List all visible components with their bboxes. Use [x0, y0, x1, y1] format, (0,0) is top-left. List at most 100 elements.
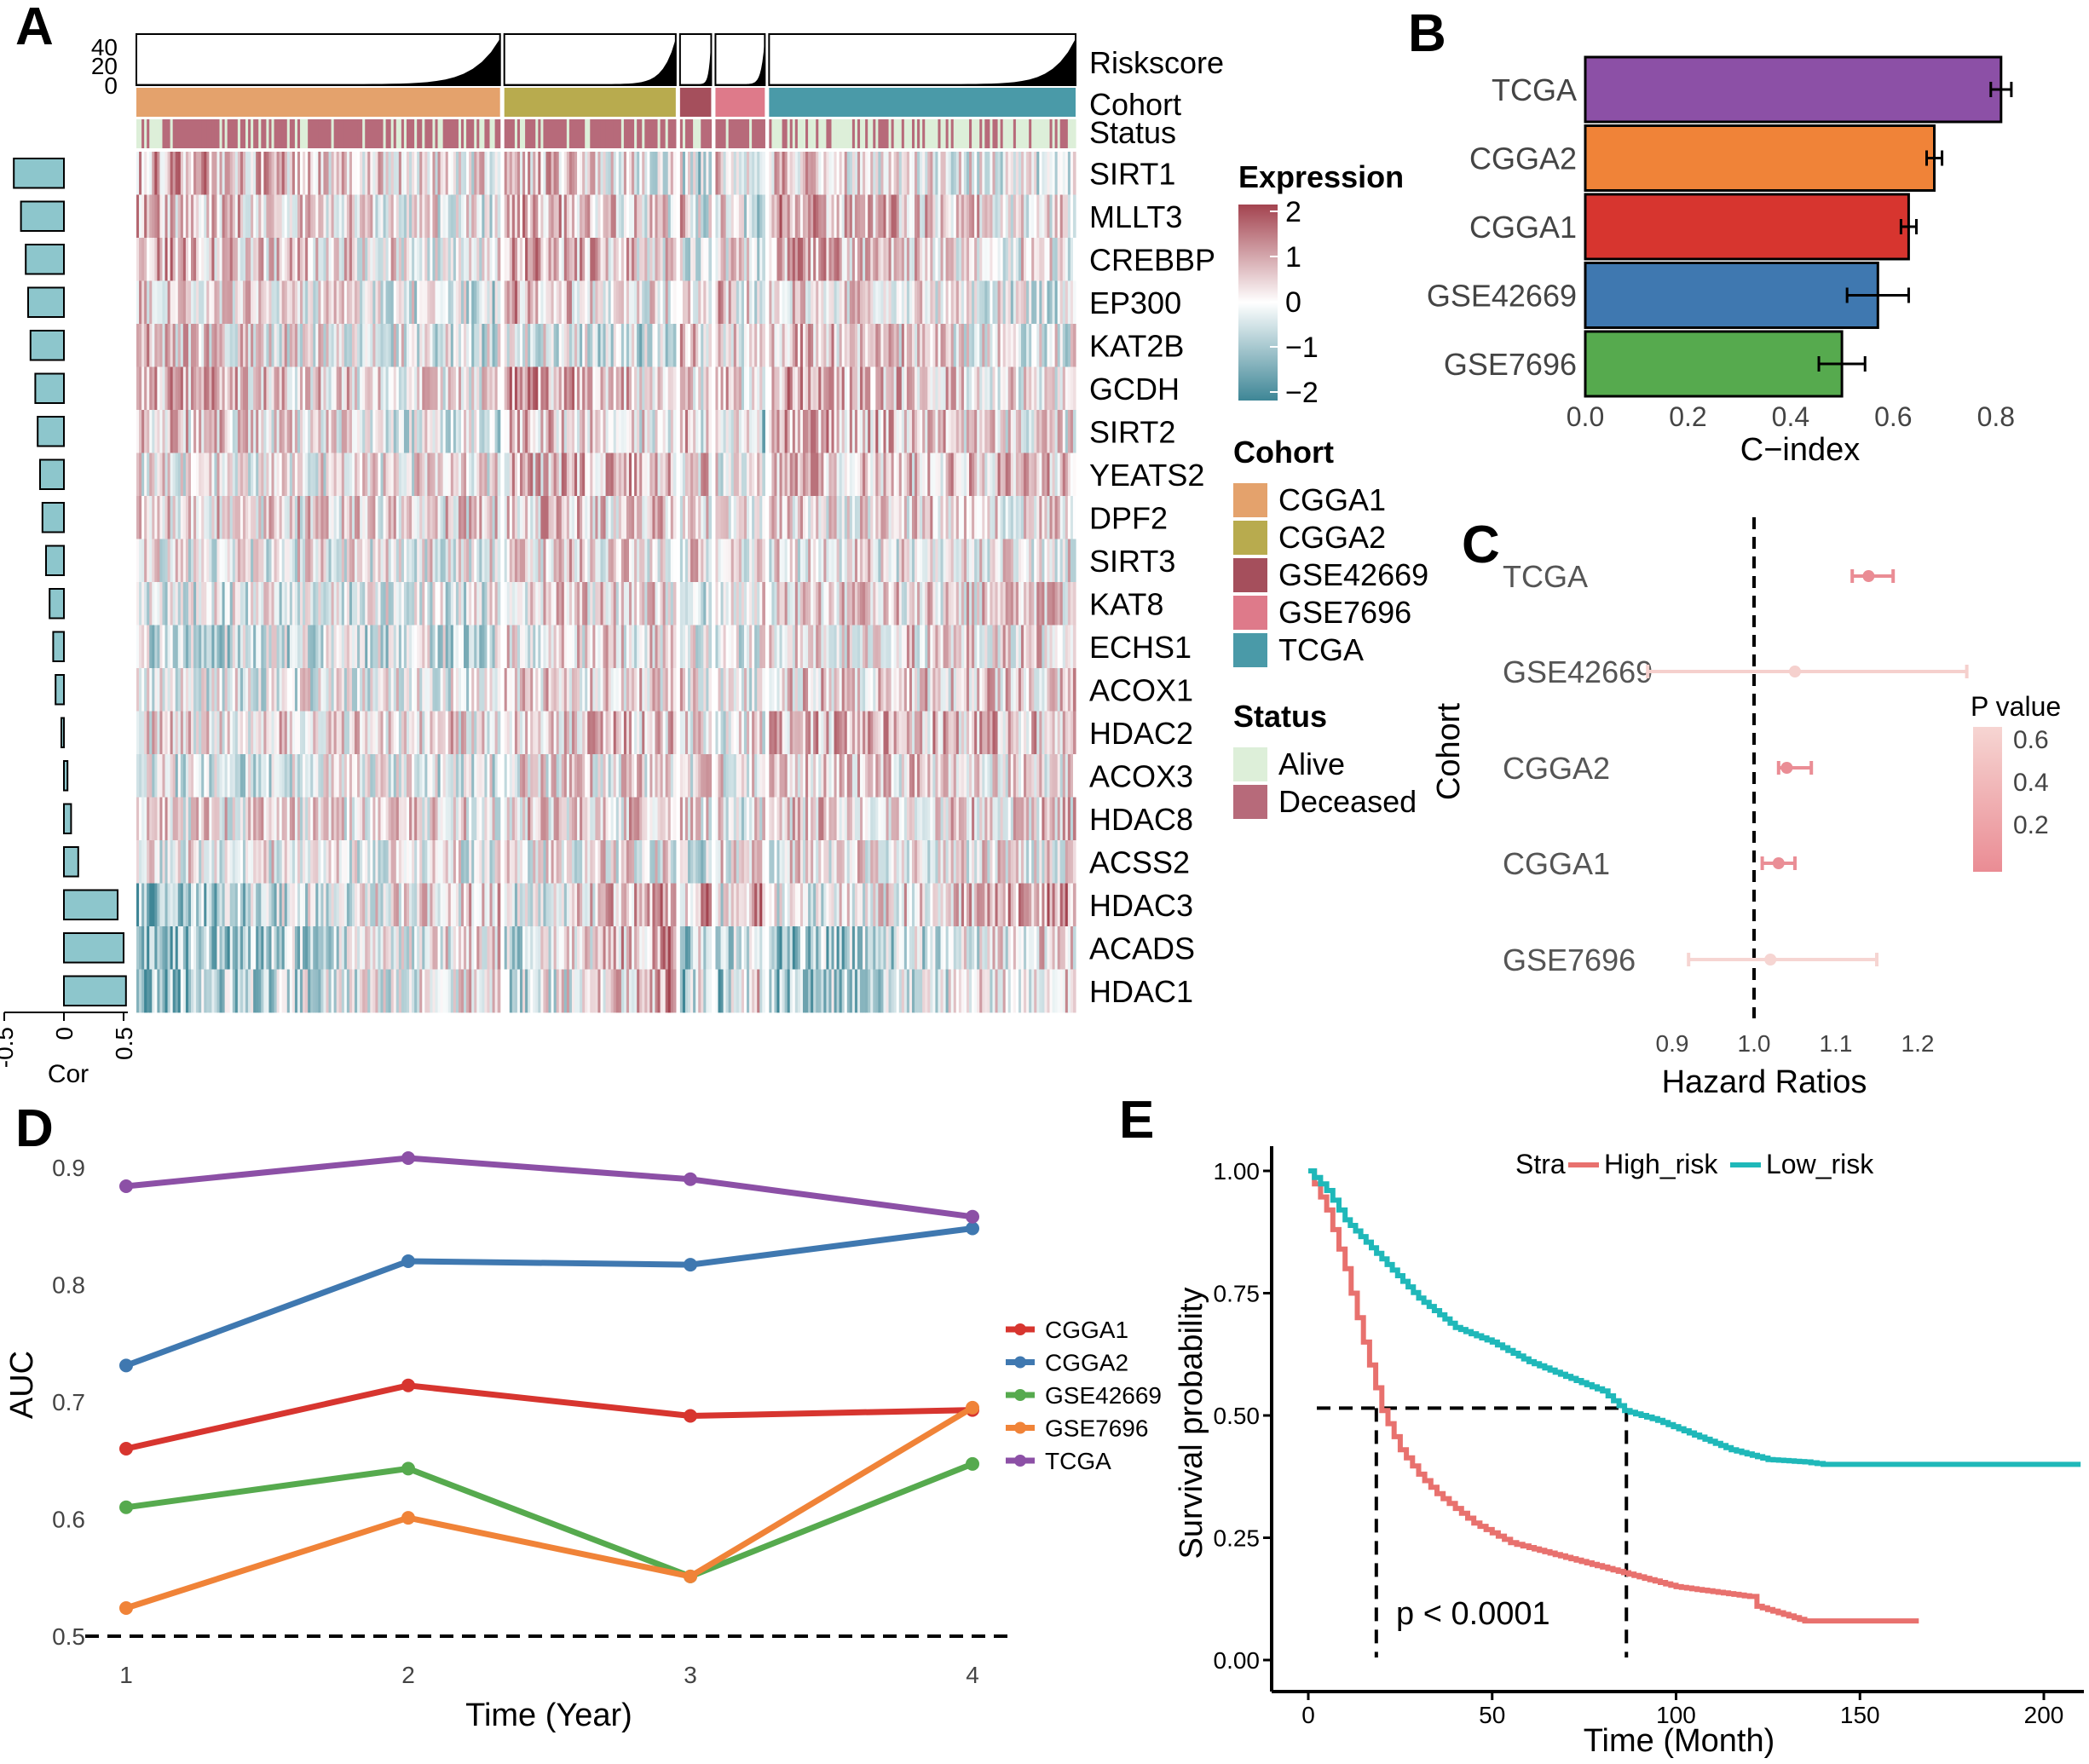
status-cell [718, 119, 722, 148]
heat-cell [209, 366, 212, 411]
heat-cell [556, 711, 560, 755]
heat-cell [445, 926, 449, 970]
heat-cell [398, 840, 402, 884]
heat-cell [445, 625, 449, 669]
status-cell [172, 119, 176, 148]
heat-cell [644, 453, 648, 497]
heat-cell [509, 324, 513, 367]
heat-cell [279, 152, 283, 195]
heat-cell [667, 754, 672, 798]
heat-cell [708, 453, 713, 497]
heat-cell [144, 840, 147, 884]
heat-cell [380, 582, 384, 625]
heat-cell [141, 410, 145, 453]
heat-cell [634, 453, 638, 497]
heat-cell [553, 453, 557, 497]
heat-cell [568, 840, 573, 884]
heat-cell [341, 711, 345, 755]
heat-cell [455, 926, 459, 970]
heat-cell [211, 152, 216, 195]
heat-cell [620, 152, 625, 195]
status-cell [566, 119, 570, 148]
heat-cell [167, 625, 171, 669]
heat-cell [297, 582, 301, 625]
heat-cell [196, 926, 199, 970]
heat-cell [730, 840, 735, 884]
status-cell [455, 119, 459, 148]
heat-cell [450, 711, 454, 755]
heat-cell [367, 840, 371, 884]
heat-cell [338, 238, 343, 281]
heat-cell [528, 711, 531, 755]
heat-cell [234, 969, 239, 1013]
heat-cell [279, 366, 283, 411]
heat-cell [237, 324, 241, 367]
heat-cell [660, 754, 664, 798]
heat-cell [533, 539, 536, 583]
heat-cell [553, 926, 557, 970]
heat-cell [152, 883, 155, 927]
heat-cell [535, 797, 539, 841]
heat-cell [338, 754, 343, 798]
heat-cell [684, 280, 689, 325]
heat-cell [445, 194, 449, 239]
heat-cell [294, 280, 298, 325]
heat-cell [649, 280, 654, 325]
heat-cell [695, 883, 699, 927]
status-cell [608, 119, 612, 148]
heat-cell [401, 797, 405, 841]
heat-cell [620, 539, 625, 583]
heat-cell [736, 496, 740, 539]
heat-cell [372, 324, 377, 367]
heat-cell [388, 625, 392, 669]
heat-cell [660, 366, 664, 411]
heat-cell [655, 840, 659, 884]
heat-cell [657, 238, 661, 281]
heat-cell [430, 926, 434, 970]
heat-cell [453, 926, 457, 970]
heat-cell [615, 366, 620, 411]
heat-cell [191, 969, 194, 1013]
heat-cell [141, 883, 145, 927]
heat-cell [665, 280, 669, 325]
heat-cell [484, 453, 488, 497]
heat-cell [419, 668, 423, 712]
heat-cell [201, 754, 205, 798]
heat-cell [530, 625, 534, 669]
heat-cell [464, 969, 467, 1013]
heat-cell [412, 453, 415, 497]
heat-cell [620, 366, 625, 411]
heat-cell [585, 496, 588, 539]
heat-cell [284, 969, 288, 1013]
heat-cell [762, 969, 765, 1013]
heat-cell [688, 969, 691, 1013]
heat-cell [224, 625, 228, 669]
heat-cell [577, 238, 580, 281]
heat-cell [543, 238, 547, 281]
heat-cell [725, 194, 730, 239]
heat-cell [703, 668, 707, 712]
heat-cell [385, 582, 390, 625]
heat-cell [644, 324, 648, 367]
heat-cell [281, 152, 286, 195]
heat-cell [193, 496, 197, 539]
heat-cell [482, 926, 486, 970]
heat-cell [159, 453, 164, 497]
heat-cell [362, 152, 366, 195]
heat-cell [409, 496, 413, 539]
heat-cell [688, 280, 691, 325]
heat-cell [310, 496, 314, 539]
heat-cell [568, 238, 573, 281]
heat-cell [667, 280, 672, 325]
heat-cell [626, 238, 630, 281]
heat-cell [647, 366, 650, 411]
heat-cell [419, 754, 423, 798]
status-cell [629, 119, 632, 148]
heat-cell [291, 668, 296, 712]
heat-cell [706, 280, 709, 325]
heat-cell [326, 194, 330, 239]
heat-cell [234, 711, 239, 755]
heat-cell [701, 754, 704, 798]
heat-cell [592, 324, 596, 367]
heat-cell [504, 711, 508, 755]
